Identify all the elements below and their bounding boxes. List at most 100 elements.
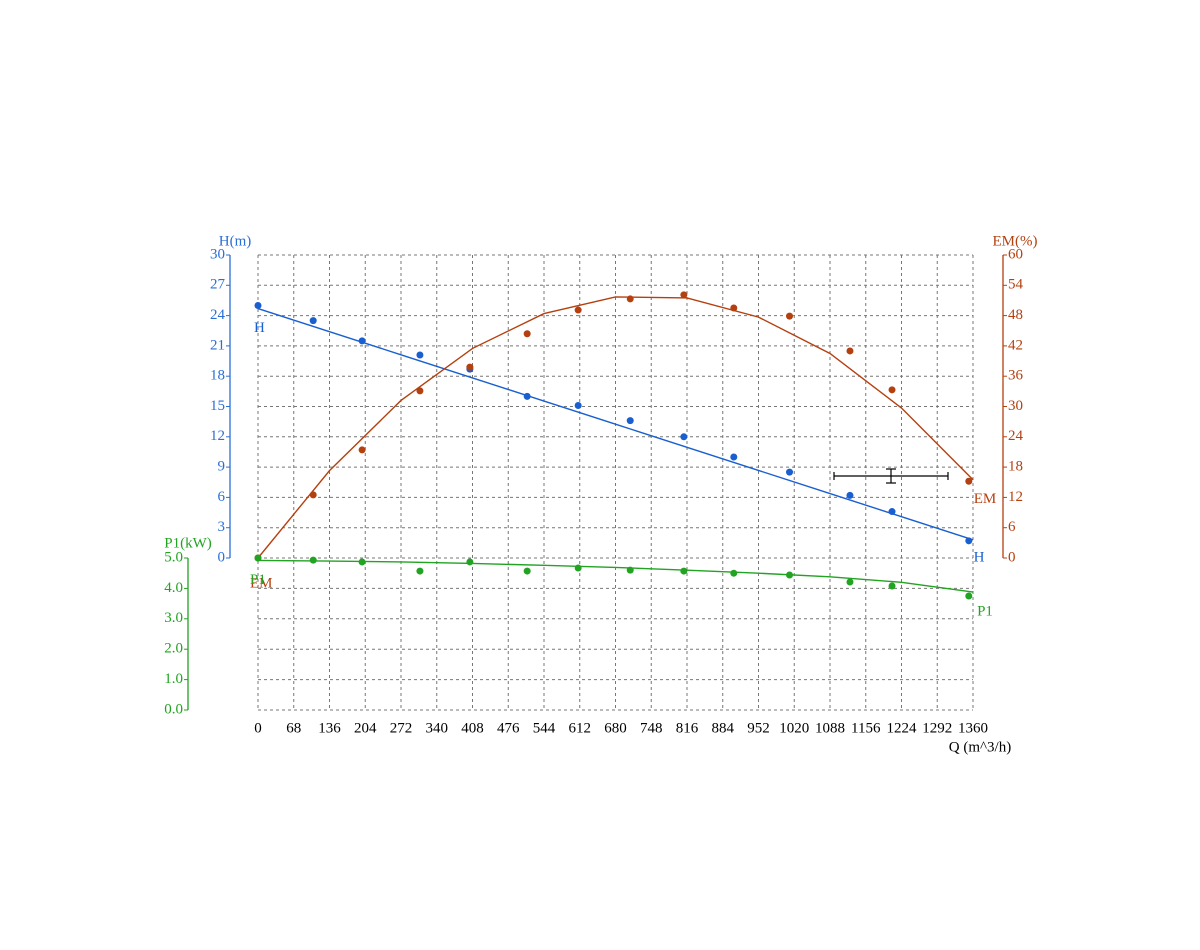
data-point (680, 291, 688, 299)
data-point (888, 386, 896, 394)
data-point (574, 306, 582, 314)
data-point (466, 558, 474, 566)
data-point (626, 566, 634, 574)
data-point (730, 304, 738, 312)
x-tick-label: 408 (461, 720, 484, 736)
data-point (358, 337, 366, 345)
y-axis-title: EM(%) (993, 233, 1038, 249)
x-tick-label: 680 (604, 720, 627, 736)
y-tick-label: 12 (1008, 489, 1023, 505)
x-tick-label: 1020 (779, 720, 809, 736)
data-point (309, 556, 317, 564)
y-tick-label: 0 (218, 549, 226, 565)
y-tick-label: 42 (1008, 337, 1023, 353)
y-tick-label: 54 (1008, 277, 1024, 293)
fit-curve (257, 296, 974, 559)
y-tick-label: 15 (210, 398, 225, 414)
data-point (523, 392, 531, 400)
x-tick-label: 816 (676, 720, 699, 736)
x-tick-label: 476 (497, 720, 520, 736)
data-point (846, 578, 854, 586)
series-label: P1 (977, 603, 993, 619)
data-point (846, 347, 854, 355)
data-point (846, 491, 854, 499)
x-tick-label: 1088 (815, 720, 845, 736)
x-tick-label: 68 (286, 720, 301, 736)
data-point (626, 417, 634, 425)
y-tick-label: 30 (1008, 398, 1023, 414)
data-point (680, 567, 688, 575)
y-tick-label: 21 (210, 337, 225, 353)
fit-curve (257, 307, 974, 541)
y-tick-label: 18 (210, 368, 225, 384)
data-point (626, 295, 634, 303)
x-tick-label: 136 (318, 720, 341, 736)
x-tick-label: 340 (426, 720, 449, 736)
y-tick-label: 6 (1008, 519, 1016, 535)
data-point (416, 351, 424, 359)
series-label: H (974, 549, 985, 565)
y-tick-label: 0 (1008, 549, 1016, 565)
y-tick-label: 5.0 (164, 549, 183, 565)
tolerance-marker (833, 468, 949, 484)
fit-curve (257, 559, 974, 593)
x-tick-label: 544 (533, 720, 556, 736)
y-axis-title: P1(kW) (164, 535, 212, 551)
data-point (358, 558, 366, 566)
data-point (965, 537, 973, 545)
y-tick-label: 18 (1008, 459, 1023, 475)
data-point (358, 446, 366, 454)
y-tick-label: 24 (210, 307, 226, 323)
data-point (523, 330, 531, 338)
y-tick-label: 6 (218, 489, 226, 505)
x-tick-label: 884 (712, 720, 735, 736)
x-tick-label: 1156 (851, 720, 881, 736)
data-point (309, 317, 317, 325)
x-tick-label: 0 (254, 720, 262, 736)
data-point (786, 468, 794, 476)
data-point (888, 508, 896, 516)
x-tick-label: 1224 (887, 720, 918, 736)
x-tick-label: 1292 (922, 720, 952, 736)
x-tick-label: 612 (569, 720, 592, 736)
x-tick-label: 748 (640, 720, 663, 736)
data-point (254, 302, 262, 309)
data-point (523, 567, 531, 575)
data-point (680, 433, 688, 441)
x-tick-label: 1360 (958, 720, 988, 736)
data-point (309, 491, 317, 499)
data-point (730, 569, 738, 577)
y-tick-label: 4.0 (164, 580, 183, 596)
y-tick-label: 60 (1008, 246, 1023, 262)
x-tick-label: 952 (747, 720, 770, 736)
data-point (730, 453, 738, 461)
data-point (416, 567, 424, 575)
x-tick-label: 204 (354, 720, 377, 736)
y-tick-label: 24 (1008, 428, 1024, 444)
series-label: EM (250, 575, 273, 591)
data-point (574, 564, 582, 572)
data-point (466, 363, 474, 371)
y-tick-label: 3 (218, 519, 226, 535)
data-point (786, 571, 794, 579)
series-label: EM (974, 491, 997, 507)
x-tick-label: 272 (390, 720, 413, 736)
data-point (574, 401, 582, 409)
y-tick-label: 9 (218, 459, 226, 475)
x-axis-title: Q (m^3/h) (949, 739, 1011, 755)
y-tick-label: 27 (210, 277, 226, 293)
y-tick-label: 36 (1008, 368, 1024, 384)
y-tick-label: 1.0 (164, 671, 183, 687)
y-tick-label: 2.0 (164, 641, 183, 657)
y-tick-label: 12 (210, 428, 225, 444)
data-point (416, 387, 424, 395)
series-label: P1 (250, 572, 266, 588)
y-axis-title: H(m) (219, 233, 252, 249)
y-tick-label: 30 (210, 246, 225, 262)
y-tick-label: 48 (1008, 307, 1023, 323)
y-tick-label: 0.0 (164, 701, 183, 717)
data-point (965, 477, 973, 485)
data-point (786, 312, 794, 320)
series-label: H (254, 320, 265, 336)
